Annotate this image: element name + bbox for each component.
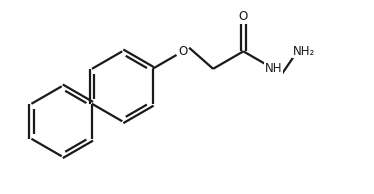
Text: O: O	[178, 45, 187, 58]
Text: O: O	[239, 10, 248, 23]
Text: NH: NH	[265, 62, 282, 75]
Text: NH₂: NH₂	[293, 45, 315, 58]
